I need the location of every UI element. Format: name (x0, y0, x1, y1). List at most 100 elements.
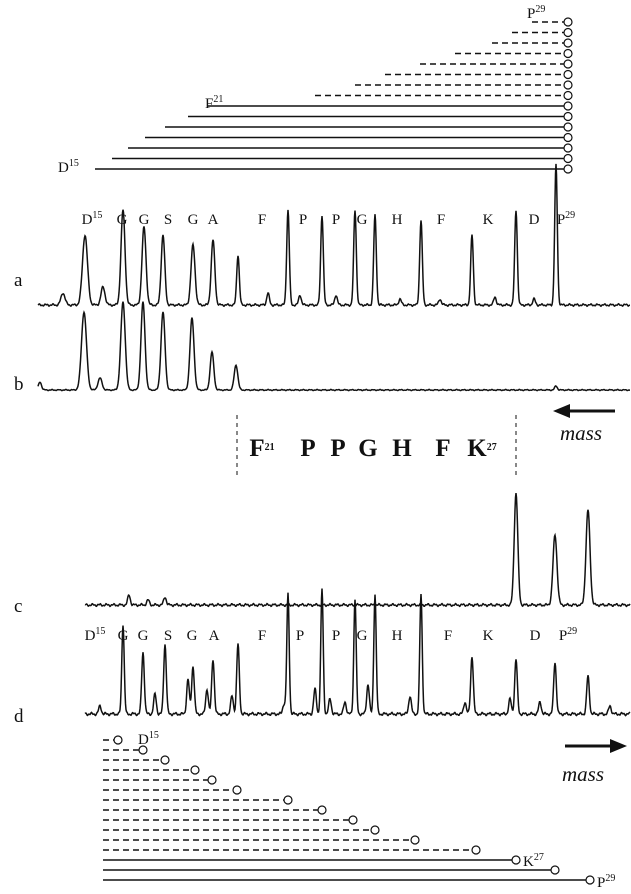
label-letter: D (82, 212, 93, 228)
label: H (392, 212, 403, 228)
arrow-right (565, 739, 627, 753)
label: F (444, 628, 452, 644)
label-letter: D (58, 160, 69, 176)
label: P29 (597, 873, 615, 891)
label-letter: F (249, 435, 264, 462)
label-letter: P (559, 628, 567, 644)
label: F21 (249, 435, 274, 462)
ladder-end (563, 101, 573, 111)
label-superscript: 29 (605, 873, 615, 884)
label: P (330, 435, 345, 462)
panel-label: d (14, 706, 24, 727)
label: G (187, 628, 198, 644)
spectrum-trace (37, 301, 630, 392)
ladder-end (563, 143, 573, 153)
label: F (258, 628, 266, 644)
ladder-end (563, 59, 573, 69)
label-superscript: 29 (567, 626, 577, 637)
ladder-end (563, 38, 573, 48)
panel-label: c (14, 596, 22, 617)
label: P29 (527, 4, 545, 22)
label-superscript: 15 (149, 730, 159, 741)
label: K (483, 212, 494, 228)
ladder-end (113, 735, 123, 745)
label-letter: D (85, 628, 96, 644)
spectrum-trace (84, 588, 631, 717)
ladder-end (348, 815, 358, 825)
label-superscript: 27 (534, 852, 544, 863)
ladder-end (563, 69, 573, 80)
ladder-end (563, 153, 573, 164)
ladder-end (563, 90, 573, 101)
label: P (300, 435, 315, 462)
mass-label: mass (562, 762, 604, 786)
ladder-end (370, 825, 380, 835)
label-superscript: 15 (69, 158, 79, 169)
ladder-end (585, 875, 595, 885)
panel-label: a (14, 270, 23, 291)
ladder-end (317, 805, 327, 815)
label: K27 (523, 852, 544, 870)
label-superscript: 21 (213, 94, 223, 105)
ladder-end (232, 785, 242, 795)
ladder-end (563, 122, 573, 132)
label: K (483, 628, 494, 644)
ladder-end (563, 48, 573, 59)
label: F (435, 435, 450, 462)
label: G (357, 212, 368, 228)
label: G (139, 212, 150, 228)
ladder-end (471, 845, 481, 855)
label-superscript: 29 (535, 4, 545, 15)
ladder-end (160, 755, 170, 765)
label: G (138, 628, 149, 644)
label-superscript: 15 (92, 210, 102, 221)
label: D15 (138, 730, 159, 748)
label: D15 (58, 158, 79, 176)
label-letter: F (205, 96, 213, 112)
label: P (332, 628, 340, 644)
ladder-end (563, 132, 573, 143)
label: D (530, 628, 541, 644)
label: F (258, 212, 266, 228)
label-superscript: 27 (487, 442, 497, 453)
label: A (209, 628, 220, 644)
label: H (392, 435, 412, 462)
label-superscript: 15 (95, 626, 105, 637)
ladder-end (563, 17, 573, 27)
spectrum-trace (84, 493, 631, 608)
label: D (529, 212, 540, 228)
label: P (296, 628, 304, 644)
label: F (437, 212, 445, 228)
ladder-end (410, 835, 420, 845)
label: D15 (82, 210, 103, 228)
ladder-end (138, 745, 148, 755)
ladder-end (511, 855, 521, 865)
label: H (392, 628, 403, 644)
label: P29 (559, 626, 577, 644)
label: K27 (467, 435, 496, 462)
label: G (358, 435, 377, 462)
label: G (188, 212, 199, 228)
label: G (357, 628, 368, 644)
mass-label: mass (560, 421, 602, 445)
label-superscript: 29 (565, 210, 575, 221)
ladder-end (207, 775, 217, 785)
label-letter: K (467, 435, 487, 462)
label: D15 (85, 626, 106, 644)
label: F21 (205, 94, 223, 112)
label-letter: P (597, 875, 605, 891)
panel-label: b (14, 374, 24, 395)
ladder-end (190, 765, 200, 775)
label: S (164, 628, 172, 644)
ladder-end (283, 795, 293, 805)
label: S (164, 212, 172, 228)
ladder-end (563, 164, 573, 174)
ladder-end (563, 111, 573, 122)
label-letter: D (138, 732, 149, 748)
arrow-left (553, 404, 615, 418)
ladder-end (550, 865, 560, 875)
spectrum-trace (37, 163, 630, 308)
label: G (117, 212, 128, 228)
